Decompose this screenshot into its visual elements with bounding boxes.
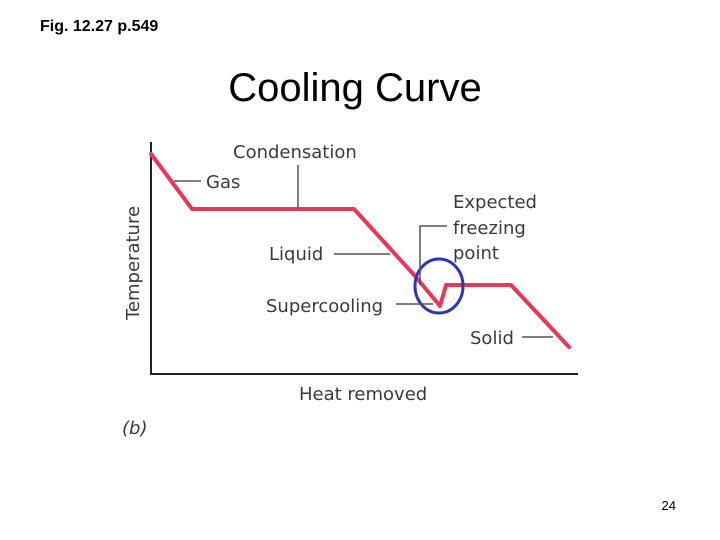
condensation-label: Condensation — [233, 142, 357, 163]
slide-title: Cooling Curve — [228, 66, 482, 110]
x-axis-label: Heat removed — [299, 384, 427, 405]
gas-label: Gas — [206, 172, 240, 193]
panel-label: (b) — [122, 418, 147, 439]
page-number: 24 — [661, 498, 676, 513]
cooling-curve-line — [149, 152, 571, 349]
figure-reference: Fig. 12.27 p.549 — [40, 18, 159, 35]
supercooling-label: Supercooling — [266, 296, 383, 317]
expected-label-line1: Expected — [453, 192, 537, 213]
expected-label-line3: point — [453, 243, 499, 264]
supercooling-highlight-circle — [413, 257, 465, 315]
y-axis-label: Temperature — [123, 206, 144, 321]
solid-label: Solid — [470, 328, 514, 349]
liquid-label: Liquid — [269, 244, 323, 265]
expected-freezing-leader — [419, 225, 447, 285]
expected-label-line2: freezing — [453, 218, 526, 239]
